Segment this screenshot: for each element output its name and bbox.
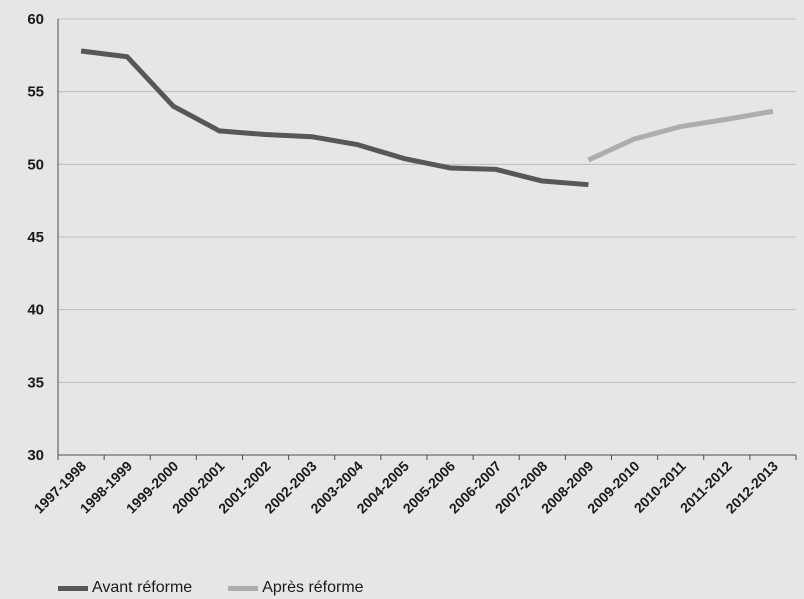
legend-swatch-apres-reforme [228, 585, 259, 591]
y-tick-labels: 30 35 40 45 50 55 60 [27, 11, 44, 464]
y-tick-label-55: 55 [27, 84, 44, 101]
x-tick-labels: 1997-19981998-19991999-20002000-20012001… [31, 458, 782, 517]
series-line-avant-reforme [80, 48, 589, 188]
y-tick-label-60: 60 [27, 11, 44, 28]
legend-item-avant-reforme: Avant réforme [58, 579, 192, 597]
axes [57, 19, 797, 460]
legend-label-apres-reforme: Après réforme [262, 579, 364, 596]
y-tick-label-35: 35 [27, 374, 44, 391]
legend-label-avant-reforme: Avant réforme [92, 579, 193, 596]
y-tick-label-40: 40 [27, 302, 44, 319]
legend-item-apres-reforme: Après réforme [228, 579, 364, 597]
y-tick-label-30: 30 [27, 447, 44, 464]
y-tick-label-50: 50 [27, 156, 44, 173]
legend-swatch-avant-reforme [58, 585, 88, 591]
y-tick-label-45: 45 [27, 229, 44, 246]
series-line-apres-reforme [587, 108, 774, 163]
legend: Avant réforme Après réforme [58, 578, 364, 598]
series-lines [80, 48, 774, 188]
gridlines [58, 18, 796, 383]
